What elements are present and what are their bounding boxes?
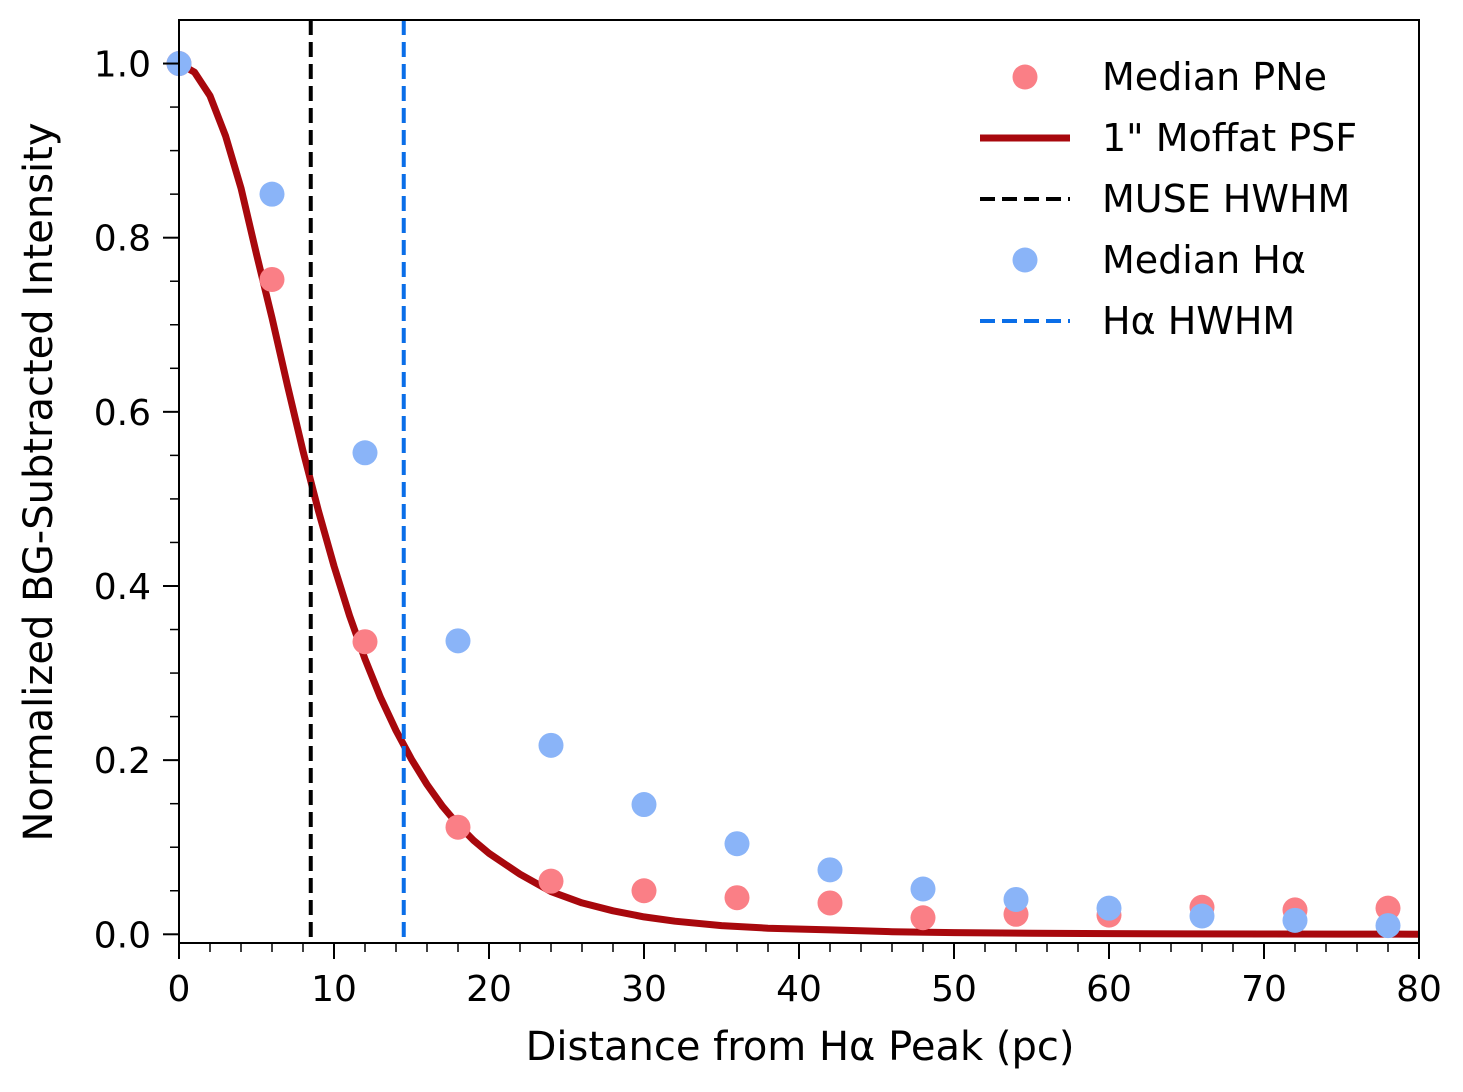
data-point-3-3: [445, 628, 471, 654]
y-tick-label: 0.4: [94, 567, 151, 608]
legend-marker-3: [1012, 247, 1038, 273]
x-tick-label: 0: [168, 969, 191, 1010]
data-point-0-7: [817, 890, 843, 916]
data-point-3-10: [1096, 895, 1122, 921]
y-tick-label: 0.6: [94, 393, 151, 434]
x-tick-label: 10: [311, 969, 357, 1010]
y-tick-label: 0.8: [94, 219, 151, 260]
data-point-3-4: [538, 732, 564, 758]
x-tick-label: 20: [466, 969, 512, 1010]
x-tick-label: 70: [1241, 969, 1287, 1010]
data-point-3-6: [724, 831, 750, 857]
legend-label-0: Median PNe: [1102, 55, 1327, 99]
data-point-0-3: [445, 814, 471, 840]
y-tick-label: 1.0: [94, 45, 151, 86]
y-tick-label: 0.2: [94, 741, 151, 782]
data-point-0-8: [910, 905, 936, 931]
data-point-0-1: [259, 266, 285, 292]
data-point-3-7: [817, 857, 843, 883]
x-tick-label: 80: [1396, 969, 1442, 1010]
data-point-3-1: [259, 181, 285, 207]
data-point-3-5: [631, 792, 657, 818]
legend-label-1: 1" Moffat PSF: [1102, 116, 1357, 160]
x-tick-label: 60: [1086, 969, 1132, 1010]
x-tick-label: 40: [776, 969, 822, 1010]
legend: Median PNe 1" Moffat PSF MUSE HWHM Median H…: [980, 55, 1357, 343]
data-point-3-8: [910, 876, 936, 902]
x-tick-label: 50: [931, 969, 977, 1010]
legend-marker-0: [1012, 64, 1038, 90]
data-point-0-2: [352, 629, 378, 655]
x-tick-label: 30: [621, 969, 667, 1010]
data-point-0-13: [1375, 895, 1401, 921]
plot-area: [166, 20, 1420, 943]
data-point-3-11: [1189, 903, 1215, 929]
data-point-3-12: [1282, 907, 1308, 933]
legend-label-4: Hα HWHM: [1102, 299, 1295, 343]
data-point-3-2: [352, 440, 378, 466]
x-axis-label: Distance from Hα Peak (pc): [526, 1024, 1075, 1070]
data-point-3-9: [1003, 886, 1029, 912]
data-point-0-5: [631, 878, 657, 904]
data-point-3-13: [1375, 913, 1401, 939]
y-axis-label: Normalized BG-Subtracted Intensity: [16, 123, 62, 842]
y-tick-label: 0.0: [94, 915, 151, 956]
legend-label-3: Median Hα: [1102, 238, 1306, 282]
axes: 0 10 20 30 40 50 60 70 80 0.0 0.2 0.4 0.6 0.8 1.0: [94, 19, 1442, 1010]
data-point-0-6: [724, 885, 750, 911]
data-point-0-4: [538, 868, 564, 894]
legend-label-2: MUSE HWHM: [1102, 177, 1350, 221]
